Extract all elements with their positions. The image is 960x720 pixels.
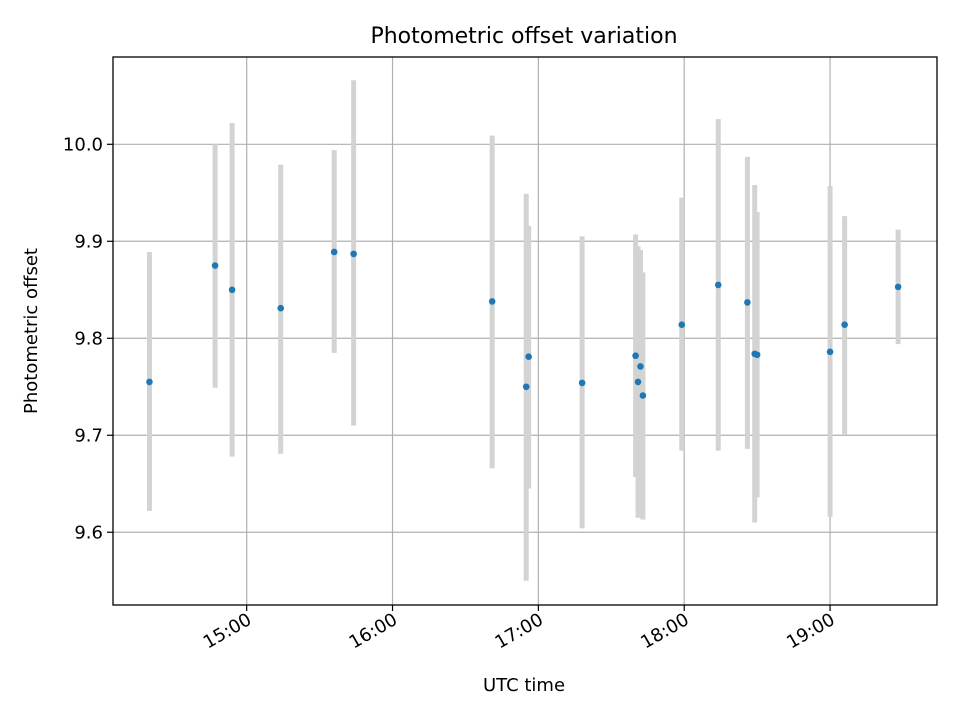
data-point (525, 353, 532, 361)
data-point (678, 321, 686, 328)
plot-area: 15:00 16:00 17:00 18:00 19:009.69.79.89.910.… (63, 56, 938, 653)
data-point (330, 248, 338, 256)
data-point (841, 321, 848, 328)
data-point (522, 383, 530, 391)
data-point (826, 348, 834, 356)
axes-frame (112, 56, 938, 606)
y-tick-label: 9.8 (74, 328, 103, 349)
data-point (146, 378, 153, 386)
data-point (753, 351, 761, 359)
data-point (637, 363, 644, 370)
data-point (488, 298, 496, 305)
data-point (744, 299, 751, 306)
y-tick-label: 9.7 (74, 425, 103, 446)
x-axis-label: UTC time (483, 675, 565, 696)
data-point (714, 281, 722, 289)
data-point (578, 379, 586, 387)
data-point (634, 378, 642, 386)
y-tick-label: 9.6 (74, 522, 103, 543)
data-point (211, 262, 219, 269)
data-point (639, 392, 647, 399)
data-point (632, 352, 639, 360)
y-tick-label: 9.9 (74, 231, 103, 252)
data-point (228, 286, 236, 294)
data-point (894, 283, 902, 291)
data-point (350, 250, 357, 258)
y-axis-label: Photometric offset (21, 248, 42, 414)
chart-title: Photometric offset variation (370, 24, 677, 49)
data-point (277, 304, 285, 312)
y-tick-label: 10.0 (63, 134, 103, 155)
